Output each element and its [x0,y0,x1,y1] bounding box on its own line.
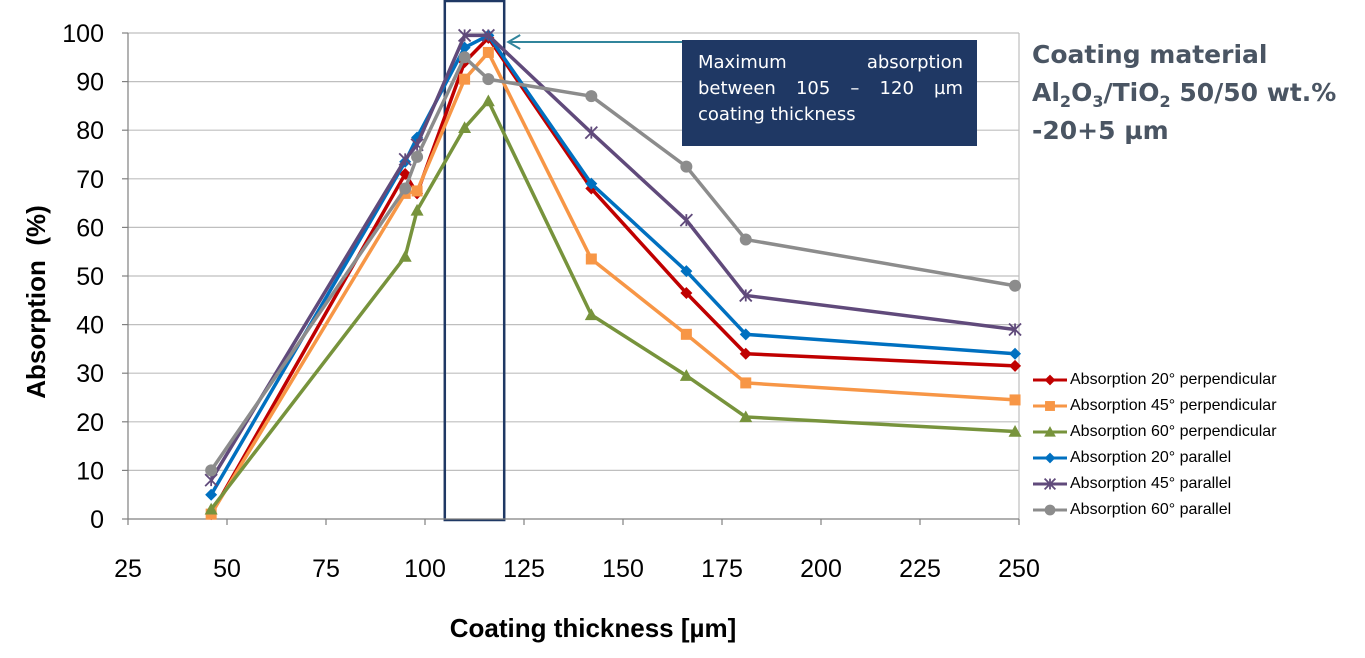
legend-item: Absorption 45° parallel [1032,471,1277,497]
data-point [481,94,495,107]
data-point [739,347,752,360]
data-point [739,233,752,246]
data-point [739,328,752,341]
axes: 0 10 20 30 40 50 60 70 80 90 100 25 50 75 100 125 150 175… [62,20,1040,583]
x-tick-label: 25 [114,555,142,583]
data-point [482,73,495,86]
callout-arrow-layer [506,34,694,50]
callout-box: Maximum absorption between 105 – 120 µm … [682,40,977,146]
data-point [399,182,412,195]
series-layer [204,28,1022,521]
data-point [398,152,412,166]
legend-swatch [1033,401,1067,411]
data-point [1009,347,1022,360]
y-tick-label: 100 [62,20,104,48]
x-tick-label: 125 [503,555,545,583]
data-point [1008,322,1022,337]
legend-item: Absorption 20° perpendicular [1032,367,1277,393]
y-tick-label: 0 [90,506,104,534]
series-5 [204,28,1022,487]
data-point [680,160,693,173]
coating-material-composition: Al2O3/TiO2 50/50 wt.% [1032,78,1337,111]
data-point [205,464,218,477]
legend-label: Absorption 45° perpendicular [1070,397,1277,414]
x-tick-label: 250 [998,555,1040,583]
y-tick-label: 60 [76,214,104,242]
data-point [584,308,598,321]
data-point [739,410,753,423]
coating-material-note: Coating material Al2O3/TiO2 50/50 wt.% -… [1032,36,1362,150]
data-point [482,46,494,58]
x-tick-label: 225 [899,555,941,583]
data-point [680,265,693,278]
y-tick-label: 80 [76,117,104,145]
data-point [481,28,495,43]
legend-swatch [1033,452,1067,464]
y-tick-label: 10 [76,457,104,485]
legend-label: Absorption 20° perpendicular [1070,371,1277,388]
data-point [411,185,423,197]
data-point [459,73,471,85]
legend-swatch [1033,477,1067,491]
data-point [585,253,597,265]
x-axis-label: Coating thickness [µm] [450,613,737,643]
y-tick-label: 90 [76,69,104,97]
data-point [585,90,598,103]
legend: Absorption 20° perpendicular Absorption 4… [1032,367,1277,523]
data-point [204,502,218,515]
legend-item: Absorption 45° perpendicular [1032,393,1277,419]
legend-label: Absorption 45° parallel [1070,475,1232,492]
y-axis-label: Absorption (%) [21,205,51,399]
data-point [410,203,424,216]
data-point [1009,359,1022,372]
x-tick-label: 50 [213,555,241,583]
legend-label: Absorption 60° parallel [1070,501,1232,518]
data-point [1009,279,1022,292]
data-point [585,177,598,190]
x-tick-label: 75 [312,555,340,583]
coating-material-title: Coating material [1032,40,1268,69]
legend-swatch [1033,374,1067,386]
particle-size: -20+5 µm [1032,116,1169,145]
callout-text: Maximum absorption between 105 – 120 µm … [698,52,963,125]
data-point [1009,394,1021,406]
y-tick-label: 40 [76,312,104,340]
data-point [458,51,471,64]
data-point [398,250,412,262]
y-tick-label: 50 [76,263,104,291]
highlight-layer [443,0,506,522]
data-point [458,121,472,133]
data-point [457,28,472,43]
legend-swatch [1033,504,1067,516]
data-point [679,213,693,227]
max-absorption-highlight-box [443,0,506,522]
legend-item: Absorption 60° perpendicular [1032,419,1277,445]
data-point [680,328,692,340]
data-point [679,369,693,381]
data-point [584,125,598,140]
y-tick-label: 70 [76,166,104,194]
legend-item: Absorption 60° parallel [1032,497,1277,523]
data-point [739,288,753,303]
data-point [1008,425,1022,437]
callout-arrowhead [506,34,521,50]
x-tick-label: 200 [800,555,842,583]
y-tick-label: 30 [76,360,104,388]
series-6 [205,51,1022,477]
legend-label: Absorption 20° parallel [1070,449,1232,466]
y-tick-label: 20 [76,409,104,437]
data-point [680,287,693,300]
x-tick-label: 175 [701,555,743,583]
data-point [740,377,752,389]
data-point [411,150,424,163]
data-point [205,488,218,501]
x-tick-label: 100 [404,555,446,583]
series-3 [204,94,1022,515]
legend-swatch [1033,426,1067,437]
x-tick-label: 150 [602,555,644,583]
legend-item: Absorption 20° parallel [1032,445,1277,471]
legend-label: Absorption 60° perpendicular [1070,423,1277,440]
